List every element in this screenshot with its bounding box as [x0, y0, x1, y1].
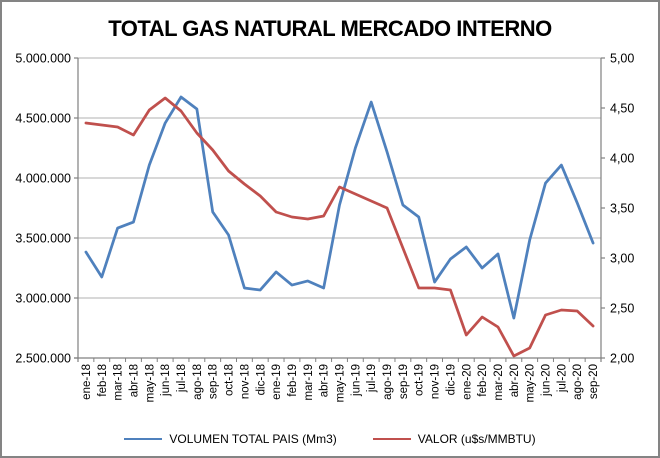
x-axis-tick-label: jul-20	[556, 364, 568, 393]
x-axis-tick-label: abr-20	[509, 364, 521, 397]
x-axis-tick-label: nov-19	[430, 364, 442, 399]
legend-item-volumen: VOLUMEN TOTAL PAIS (Mm3)	[124, 432, 337, 446]
legend-line-swatch-valor	[372, 438, 411, 440]
x-axis-tick-label: dic-19	[445, 364, 457, 395]
y-axis-left-tick-label: 2.500.000	[15, 352, 71, 366]
x-axis-tick-label: may-18	[144, 364, 156, 402]
chart-title: TOTAL GAS NATURAL MERCADO INTERNO	[108, 16, 552, 41]
x-axis-tick-label: sep-20	[588, 364, 600, 399]
x-axis-tick-label: jun-20	[541, 364, 553, 397]
y-axis-right-tick-label: 5,00	[610, 52, 634, 66]
x-axis-tick-label: sep-18	[208, 364, 220, 399]
x-axis-tick-label: abr-18	[128, 364, 140, 397]
legend-label-volumen: VOLUMEN TOTAL PAIS (Mm3)	[169, 432, 337, 446]
x-axis-tick-label: jul-19	[366, 364, 378, 393]
x-axis-tick-label: mar-20	[493, 364, 505, 400]
x-axis-tick-label: oct-19	[414, 364, 426, 396]
x-axis-tick-label: ene-19	[271, 364, 283, 400]
legend-line-swatch-volumen	[124, 438, 163, 440]
y-axis-right-tick-label: 4,50	[610, 102, 634, 116]
x-axis-tick-label: sep-19	[398, 364, 410, 399]
x-axis-tick-label: abr-19	[319, 364, 331, 397]
x-axis-tick-label: ene-18	[81, 364, 93, 400]
x-axis-tick-label: feb-20	[477, 364, 489, 397]
legend-label-valor: VALOR (u$s/MMBTU)	[417, 432, 536, 446]
y-axis-left-tick-label: 3.500.000	[15, 232, 71, 246]
series-line-volumen-total-pais	[84, 95, 595, 320]
y-axis-right-tick-label: 3,00	[610, 252, 634, 266]
legend-item-valor: VALOR (u$s/MMBTU)	[372, 432, 536, 446]
x-axis-tick-label: jul-18	[176, 364, 188, 393]
x-axis-tick-label: ago-20	[572, 364, 584, 400]
x-axis-tick-label: jun-18	[160, 364, 172, 397]
x-axis-tick-label: may-20	[525, 364, 537, 402]
series-line-valor	[84, 96, 595, 358]
x-axis-tick-label: mar-19	[303, 364, 315, 400]
x-axis-tick-label: dic-18	[255, 364, 267, 395]
x-axis-tick-label: nov-18	[239, 364, 251, 399]
y-axis-left-tick-label: 4.000.000	[15, 172, 71, 186]
x-axis-tick-label: may-19	[335, 364, 347, 402]
x-axis-tick-label: ago-19	[382, 364, 394, 400]
y-axis-right-tick-label: 4,00	[610, 152, 634, 166]
y-axis-right-tick-label: 3,50	[610, 202, 634, 216]
x-axis-tick-label: ene-20	[461, 364, 473, 400]
y-axis-right-tick-label: 2,00	[610, 352, 634, 366]
x-axis-tick-label: oct-18	[224, 364, 236, 396]
x-axis-tick-label: feb-19	[287, 364, 299, 397]
x-axis-tick-label: mar-18	[113, 364, 125, 400]
y-axis-right-tick-label: 2,50	[610, 302, 634, 316]
y-axis-left-tick-label: 5.000.000	[15, 52, 71, 66]
x-axis-tick-label: jun-19	[350, 364, 362, 397]
legend: VOLUMEN TOTAL PAIS (Mm3) VALOR (u$s/MMBT…	[2, 431, 658, 447]
x-axis-tick-label: ago-18	[192, 364, 204, 400]
y-axis-left-tick-label: 3.000.000	[15, 292, 71, 306]
x-axis-tick-label: feb-18	[97, 364, 109, 397]
y-axis-left-tick-label: 4.500.000	[15, 112, 71, 126]
